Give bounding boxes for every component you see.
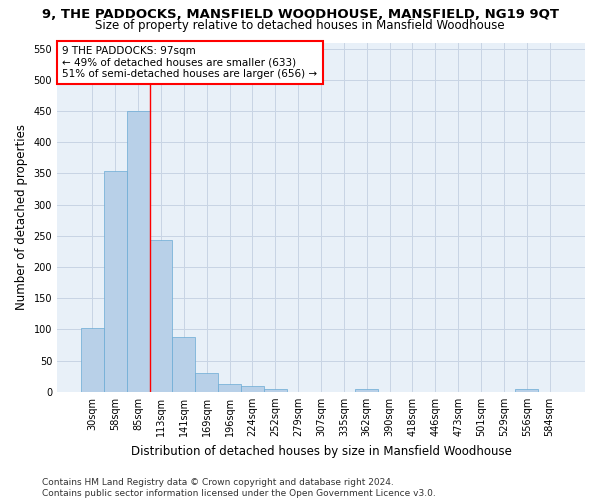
Bar bbox=[515, 388, 538, 392]
Bar bbox=[264, 388, 287, 392]
Text: 9 THE PADDOCKS: 97sqm
← 49% of detached houses are smaller (633)
51% of semi-det: 9 THE PADDOCKS: 97sqm ← 49% of detached … bbox=[62, 46, 317, 79]
X-axis label: Distribution of detached houses by size in Mansfield Woodhouse: Distribution of detached houses by size … bbox=[131, 444, 511, 458]
Bar bbox=[241, 386, 264, 392]
Text: 9, THE PADDOCKS, MANSFIELD WOODHOUSE, MANSFIELD, NG19 9QT: 9, THE PADDOCKS, MANSFIELD WOODHOUSE, MA… bbox=[41, 8, 559, 20]
Text: Contains HM Land Registry data © Crown copyright and database right 2024.
Contai: Contains HM Land Registry data © Crown c… bbox=[42, 478, 436, 498]
Text: Size of property relative to detached houses in Mansfield Woodhouse: Size of property relative to detached ho… bbox=[95, 18, 505, 32]
Bar bbox=[172, 337, 196, 392]
Bar bbox=[218, 384, 241, 392]
Bar bbox=[104, 171, 127, 392]
Bar bbox=[196, 373, 218, 392]
Bar bbox=[81, 328, 104, 392]
Y-axis label: Number of detached properties: Number of detached properties bbox=[15, 124, 28, 310]
Bar bbox=[149, 240, 172, 392]
Bar bbox=[127, 111, 149, 392]
Bar bbox=[355, 388, 378, 392]
